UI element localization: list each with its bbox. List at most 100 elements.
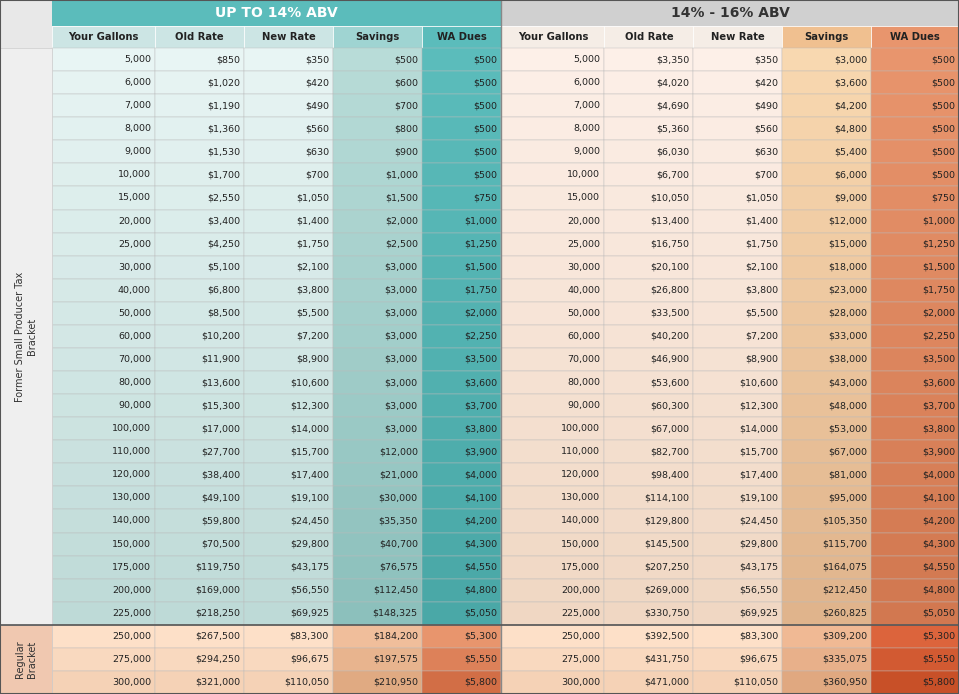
Text: $4,100: $4,100: [922, 493, 955, 502]
Text: 225,000: 225,000: [112, 609, 151, 618]
Bar: [871, 302, 959, 325]
Bar: [422, 509, 502, 532]
Bar: [422, 255, 502, 279]
Bar: [783, 348, 871, 371]
Text: $350: $350: [305, 55, 329, 64]
Text: $3,000: $3,000: [385, 286, 418, 295]
Bar: [155, 71, 244, 94]
Text: $1,750: $1,750: [745, 239, 779, 248]
Bar: [604, 48, 693, 71]
Bar: [333, 556, 422, 579]
Text: $119,750: $119,750: [195, 563, 240, 572]
Text: $2,000: $2,000: [385, 217, 418, 226]
Bar: [422, 348, 502, 371]
Bar: [502, 117, 604, 140]
Bar: [52, 302, 155, 325]
Text: $330,750: $330,750: [644, 609, 690, 618]
Bar: [52, 325, 155, 348]
Bar: [871, 671, 959, 694]
Bar: [422, 26, 502, 48]
Bar: [502, 394, 604, 417]
Text: $294,250: $294,250: [195, 655, 240, 664]
Bar: [244, 556, 333, 579]
Text: $19,100: $19,100: [290, 493, 329, 502]
Text: 140,000: 140,000: [112, 516, 151, 525]
Bar: [502, 325, 604, 348]
Text: 50,000: 50,000: [568, 309, 600, 318]
Text: $4,800: $4,800: [464, 586, 498, 595]
Bar: [604, 187, 693, 210]
Bar: [422, 94, 502, 117]
Bar: [244, 232, 333, 255]
Bar: [155, 210, 244, 232]
Bar: [502, 648, 604, 671]
Text: Your Gallons: Your Gallons: [68, 32, 139, 42]
Text: $24,450: $24,450: [739, 516, 779, 525]
Bar: [155, 94, 244, 117]
Text: $16,750: $16,750: [650, 239, 690, 248]
Text: $630: $630: [754, 147, 779, 156]
Text: $12,000: $12,000: [379, 447, 418, 456]
Text: Old Rate: Old Rate: [624, 32, 673, 42]
Text: $14,000: $14,000: [290, 424, 329, 433]
Bar: [244, 417, 333, 440]
Text: 7,000: 7,000: [573, 101, 600, 110]
Bar: [52, 187, 155, 210]
Bar: [871, 556, 959, 579]
Text: 25,000: 25,000: [568, 239, 600, 248]
Text: $3,600: $3,600: [464, 378, 498, 387]
Bar: [502, 279, 604, 302]
Text: 8,000: 8,000: [573, 124, 600, 133]
Text: $23,000: $23,000: [829, 286, 867, 295]
Text: $471,000: $471,000: [644, 678, 690, 687]
Bar: [693, 210, 783, 232]
Text: $164,075: $164,075: [822, 563, 867, 572]
Text: $2,250: $2,250: [464, 332, 498, 341]
Text: 9,000: 9,000: [124, 147, 151, 156]
Text: 200,000: 200,000: [561, 586, 600, 595]
Bar: [502, 348, 604, 371]
Bar: [52, 417, 155, 440]
Bar: [52, 579, 155, 602]
Bar: [502, 509, 604, 532]
Bar: [155, 255, 244, 279]
Text: 60,000: 60,000: [568, 332, 600, 341]
Bar: [333, 486, 422, 509]
Text: $83,300: $83,300: [739, 632, 779, 641]
Text: $105,350: $105,350: [822, 516, 867, 525]
Bar: [783, 579, 871, 602]
Bar: [783, 394, 871, 417]
Text: $500: $500: [931, 78, 955, 87]
Text: $40,200: $40,200: [650, 332, 690, 341]
Text: $500: $500: [931, 147, 955, 156]
Bar: [155, 325, 244, 348]
Text: 150,000: 150,000: [112, 539, 151, 548]
Text: $500: $500: [474, 124, 498, 133]
Text: $2,500: $2,500: [385, 239, 418, 248]
Bar: [783, 255, 871, 279]
Text: $490: $490: [755, 101, 779, 110]
Text: $1,000: $1,000: [385, 171, 418, 179]
Bar: [604, 509, 693, 532]
Text: $392,500: $392,500: [644, 632, 690, 641]
Bar: [52, 279, 155, 302]
Text: $70,500: $70,500: [201, 539, 240, 548]
Bar: [783, 94, 871, 117]
Text: $112,450: $112,450: [373, 586, 418, 595]
Bar: [244, 602, 333, 625]
Bar: [244, 302, 333, 325]
Text: 175,000: 175,000: [561, 563, 600, 572]
Text: $15,700: $15,700: [739, 447, 779, 456]
Bar: [244, 532, 333, 556]
Bar: [693, 232, 783, 255]
Bar: [871, 486, 959, 509]
Text: $1,360: $1,360: [207, 124, 240, 133]
Text: $212,450: $212,450: [822, 586, 867, 595]
Bar: [693, 140, 783, 163]
Bar: [783, 625, 871, 648]
Bar: [244, 140, 333, 163]
Bar: [333, 71, 422, 94]
Bar: [155, 440, 244, 464]
Bar: [693, 394, 783, 417]
Text: $3,000: $3,000: [385, 262, 418, 271]
